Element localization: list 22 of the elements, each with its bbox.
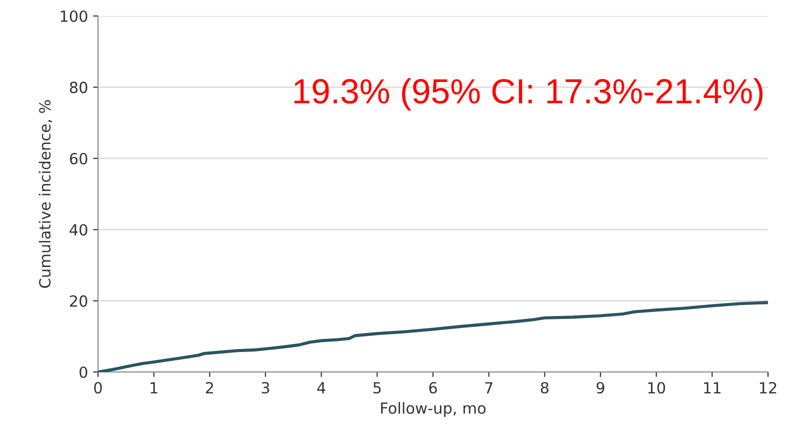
x-tick-label: 1	[150, 382, 158, 394]
x-tick-label: 6	[429, 382, 437, 394]
y-tick-label: 80	[70, 82, 88, 94]
y-tick-label: 40	[70, 224, 88, 236]
x-tick-label: 5	[373, 382, 381, 394]
y-tick-label: 0	[80, 366, 88, 378]
x-tick-label: 9	[596, 382, 604, 394]
x-tick-label: 8	[540, 382, 548, 394]
x-tick-label: 12	[760, 382, 776, 394]
y-tick-label: 60	[70, 152, 88, 164]
x-axis-title: Follow-up, mo	[381, 402, 486, 417]
x-tick-label: 2	[206, 382, 213, 394]
x-tick-label: 0	[94, 382, 102, 394]
x-tick-label: 11	[704, 382, 720, 394]
y-axis-title: Cumulative incidence, %	[38, 100, 52, 288]
x-tick-label: 3	[262, 382, 270, 394]
y-tick-label: 100	[60, 10, 88, 22]
x-tick-label: 7	[485, 382, 492, 394]
annotation: 19.3% (95% CI: 17.3%-21.4%)	[294, 78, 763, 110]
x-tick-label: 10	[648, 382, 666, 394]
y-tick-label: 20	[70, 295, 88, 307]
x-tick-label: 4	[317, 382, 326, 394]
